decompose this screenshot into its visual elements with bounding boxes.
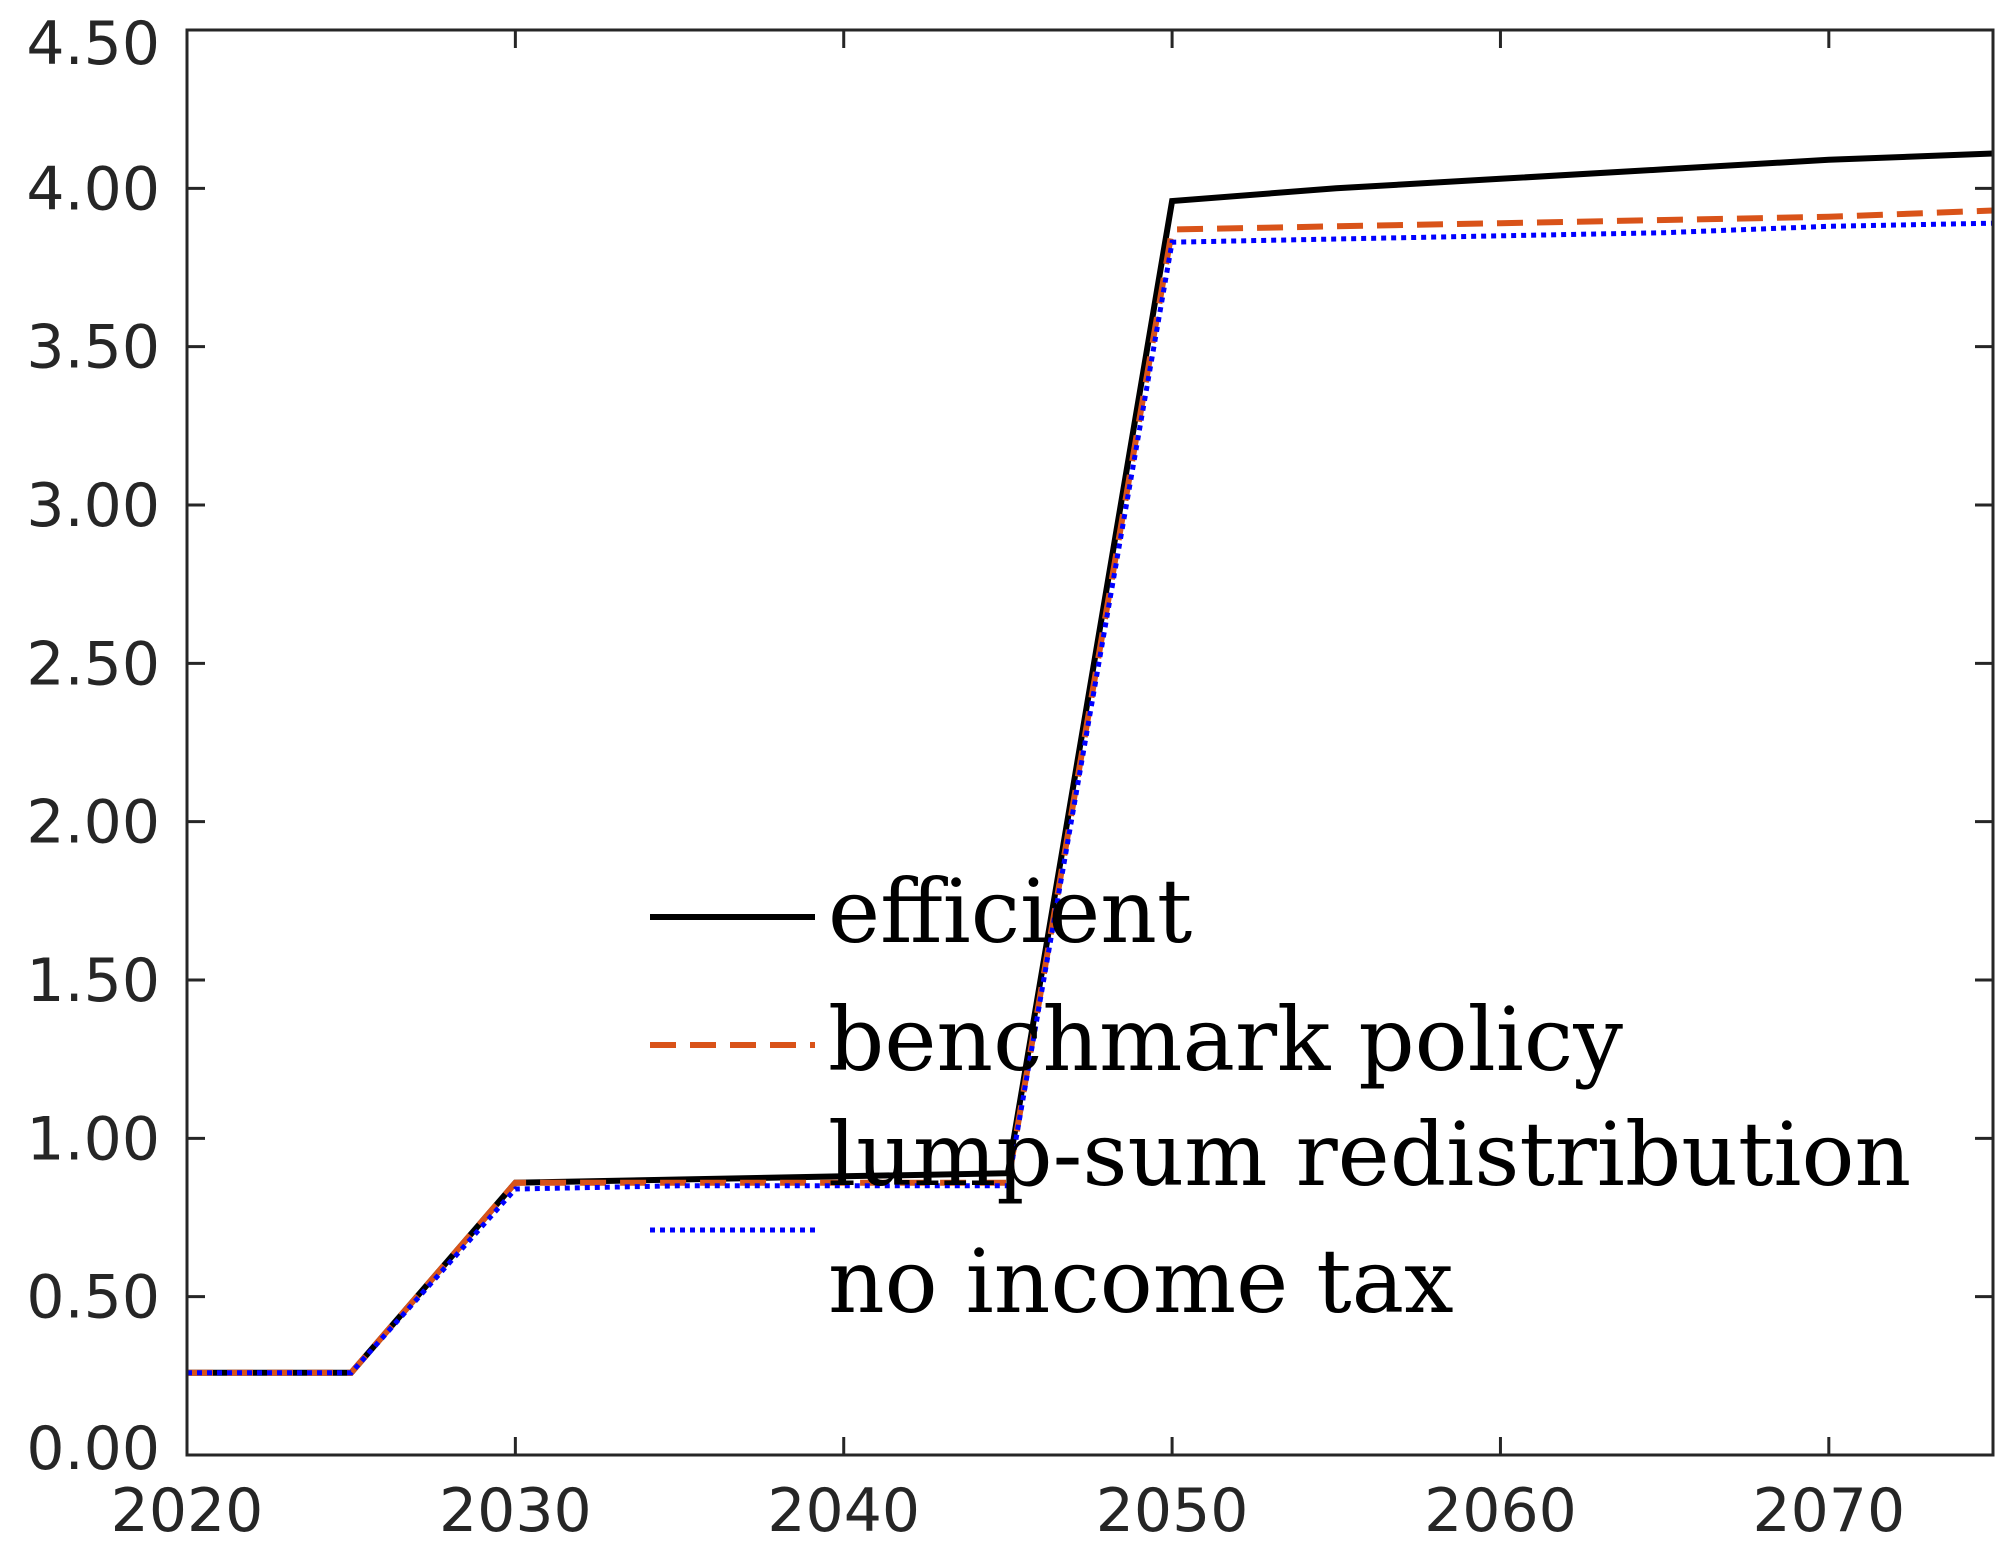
axes-layer xyxy=(185,28,1995,1457)
y-tick-label: 2.00 xyxy=(26,788,160,858)
y-tick-label: 0.00 xyxy=(26,1414,160,1484)
legend-label-benchmark-policy: benchmark policy xyxy=(828,988,1623,1091)
x-tick-label: 2020 xyxy=(111,1476,264,1546)
y-tick-label: 1.50 xyxy=(26,946,160,1016)
y-tick-label: 4.00 xyxy=(26,154,160,224)
y-tick-label: 2.50 xyxy=(26,629,160,699)
y-tick-label: 0.50 xyxy=(26,1263,160,1333)
series-line-benchmark-policy xyxy=(187,207,1994,1376)
series-line-lump-sum-redistribution xyxy=(187,220,1994,1376)
x-tick-label: 2030 xyxy=(439,1476,592,1546)
legend: efficient benchmark policy lump-sum redi… xyxy=(650,860,1911,1333)
legend-label-efficient: efficient xyxy=(828,860,1192,963)
x-tick-label: 2040 xyxy=(767,1476,920,1546)
legend-label-lump-sum-redistribution: lump-sum redistribution xyxy=(828,1103,1911,1206)
legend-label-no-income-tax: no income tax xyxy=(828,1230,1454,1333)
ticks-layer: 2020 2030 2040 2050 2060 2070 0.00 0.50 1.00 1.50… xyxy=(26,9,1993,1546)
x-tick-label: 2060 xyxy=(1424,1476,1577,1546)
series-layer xyxy=(187,150,1994,1376)
y-tick-label: 3.50 xyxy=(26,313,160,383)
x-tick-label: 2050 xyxy=(1096,1476,1249,1546)
axes-box xyxy=(185,28,1995,1457)
y-tick-label: 4.50 xyxy=(26,9,160,79)
x-tick-label: 2070 xyxy=(1752,1476,1905,1546)
y-tick-label: 1.00 xyxy=(26,1104,160,1174)
y-tick-label: 3.00 xyxy=(26,471,160,541)
